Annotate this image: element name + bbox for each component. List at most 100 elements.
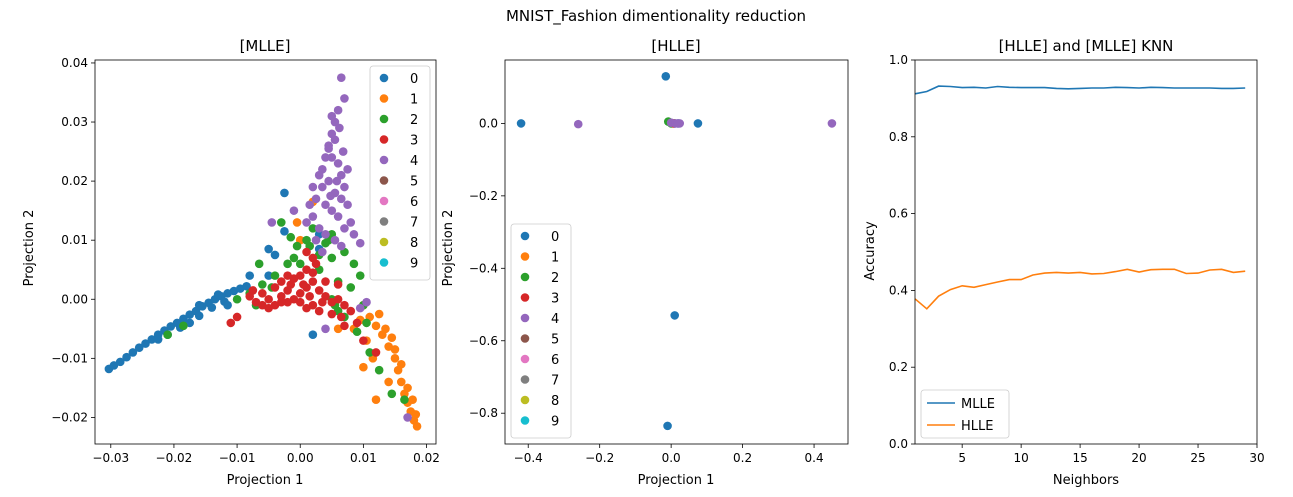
mlle-point-class-0 — [223, 300, 232, 310]
mlle-legend-label: 3 — [410, 134, 418, 149]
mlle-point-class-3 — [336, 312, 346, 322]
mlle-point-class-4 — [318, 247, 327, 257]
mlle-point-class-0 — [207, 303, 217, 312]
mlle-legend-marker — [379, 73, 389, 83]
hlle-legend-label: 2 — [551, 271, 559, 286]
knn-xlabel: Neighbors — [1053, 473, 1119, 488]
mlle-point-class-4 — [324, 176, 333, 186]
mlle-point-class-4 — [314, 170, 324, 180]
mlle-legend-label: 5 — [410, 175, 418, 190]
mlle-point-class-3 — [248, 286, 258, 295]
mlle-point-class-3 — [226, 318, 236, 328]
mlle-point-class-4 — [314, 224, 324, 233]
mlle-point-class-2 — [283, 259, 292, 269]
hlle-legend-box — [510, 223, 572, 439]
mlle-point-class-4 — [335, 123, 344, 133]
mlle-point-class-1 — [412, 421, 422, 431]
mlle-point-class-2 — [352, 327, 362, 337]
mlle-point-class-0 — [242, 281, 251, 291]
mlle-scatter-panel: [MLLE] Projection 1 Projection 2 −0.03 −0… — [22, 37, 440, 488]
mlle-point-class-3 — [308, 268, 318, 277]
mlle-legend-label: 4 — [410, 154, 418, 169]
knn-ytick-label: 0.6 — [889, 207, 908, 221]
mlle-point-class-0 — [245, 271, 255, 280]
mlle-point-class-1 — [292, 218, 302, 227]
mlle-point-class-0 — [115, 357, 125, 367]
hlle-point-class-0 — [670, 311, 680, 320]
mlle-title: [MLLE] — [240, 37, 291, 55]
mlle-point-class-0 — [153, 335, 163, 344]
mlle-legend-label: 1 — [410, 93, 418, 108]
hlle-legend-marker — [520, 293, 530, 302]
mlle-point-class-2 — [289, 253, 299, 263]
mlle-point-class-2 — [258, 280, 267, 289]
mlle-point-class-1 — [371, 321, 381, 331]
hlle-legend-marker — [520, 416, 530, 425]
mlle-point-class-0 — [270, 250, 280, 260]
mlle-point-class-2 — [365, 348, 374, 357]
mlle-point-class-3 — [359, 336, 368, 345]
knn-xtick-label: 30 — [1249, 451, 1264, 465]
mlle-point-class-4 — [321, 153, 330, 162]
mlle-point-class-3 — [352, 318, 362, 328]
mlle-point-class-3 — [286, 280, 296, 289]
hlle-legend-label: 1 — [551, 251, 559, 266]
mlle-point-class-3 — [346, 306, 356, 316]
mlle-xlabel: Projection 1 — [227, 473, 304, 488]
mlle-point-class-4 — [327, 153, 337, 162]
mlle-point-class-3 — [295, 297, 305, 307]
mlle-point-class-4 — [403, 413, 412, 422]
mlle-point-class-0 — [109, 361, 119, 370]
mlle-xtick-label: 0.02 — [413, 451, 440, 465]
hlle-xtick-label: −0.4 — [514, 451, 543, 465]
knn-legend-label: MLLE — [961, 397, 995, 412]
knn-ytick-label: 0.2 — [889, 360, 908, 374]
knn-ytick-label: 0.8 — [889, 130, 908, 144]
mlle-point-class-4 — [267, 218, 277, 227]
mlle-point-class-3 — [305, 292, 315, 301]
mlle-point-class-4 — [305, 200, 315, 210]
knn-legend-label: HLLE — [961, 419, 993, 434]
knn-xtick-label: 5 — [958, 451, 966, 465]
mlle-point-class-1 — [390, 345, 400, 354]
mlle-point-class-1 — [411, 410, 421, 419]
mlle-legend-label: 0 — [410, 72, 418, 87]
mlle-xtick-label: −0.03 — [92, 451, 129, 465]
mlle-point-class-2 — [292, 241, 302, 251]
figure-suptitle: MNIST_Fashion dimentionality reduction — [506, 7, 806, 26]
knn-xtick-label: 10 — [1013, 451, 1028, 465]
mlle-point-class-2 — [232, 294, 242, 304]
mlle-point-class-4 — [327, 111, 337, 121]
mlle-point-class-3 — [258, 300, 267, 310]
mlle-point-class-1 — [384, 377, 393, 387]
knn-line-hlle — [914, 268, 1246, 310]
mlle-ytick-label: −0.01 — [51, 351, 88, 365]
knn-ylabel: Accuracy — [863, 221, 878, 281]
mlle-point-class-4 — [321, 229, 330, 239]
mlle-point-class-1 — [387, 333, 397, 342]
mlle-point-class-2 — [387, 389, 397, 399]
hlle-point-class-4 — [675, 119, 685, 128]
hlle-legend-label: 5 — [551, 333, 559, 348]
mlle-ytick-label: 0.01 — [61, 233, 88, 247]
mlle-point-class-4 — [289, 206, 299, 215]
mlle-ytick-label: 0.00 — [61, 292, 88, 306]
hlle-xtick-label: −0.2 — [585, 451, 614, 465]
mlle-ytick-label: 0.04 — [61, 56, 88, 70]
hlle-legend-label: 9 — [551, 415, 559, 430]
mlle-point-class-2 — [362, 318, 371, 328]
mlle-point-class-0 — [128, 348, 138, 357]
hlle-point-class-4 — [827, 119, 837, 128]
mlle-point-class-3 — [232, 312, 242, 322]
mlle-point-class-3 — [318, 297, 327, 307]
mlle-point-class-4 — [332, 176, 342, 186]
mlle-point-class-2 — [400, 395, 409, 404]
mlle-point-class-3 — [314, 286, 324, 295]
mlle-point-class-3 — [276, 277, 286, 286]
hlle-legend-label: 0 — [551, 230, 559, 245]
mlle-point-class-3 — [333, 280, 343, 289]
mlle-point-class-4 — [333, 105, 343, 115]
mlle-point-class-4 — [321, 200, 330, 210]
mlle-point-class-4 — [343, 200, 352, 210]
mlle-legend-marker — [379, 176, 389, 185]
